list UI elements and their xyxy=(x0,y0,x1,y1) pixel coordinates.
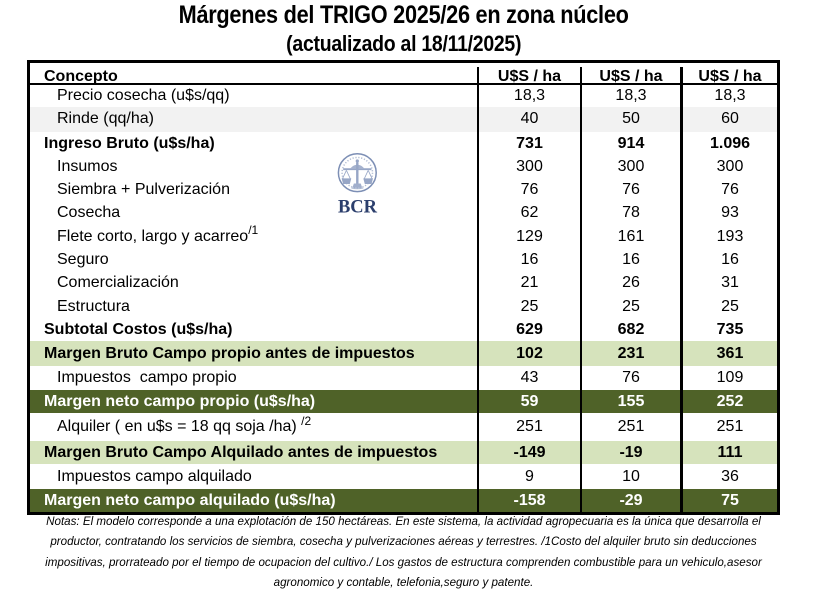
svg-text:BCR: BCR xyxy=(338,198,378,218)
